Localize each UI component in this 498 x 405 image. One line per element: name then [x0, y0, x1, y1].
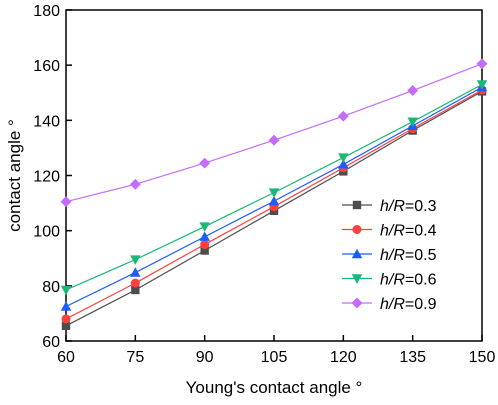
data-point [476, 58, 488, 70]
y-tick-label: 60 [42, 334, 60, 351]
plot-area-frame [65, 9, 483, 342]
y-tick-label: 180 [33, 3, 60, 20]
data-point [199, 222, 210, 232]
legend-label-italic: h/R [380, 223, 405, 240]
data-point [337, 110, 349, 122]
legend-label-italic: h/R [380, 272, 405, 289]
x-tick-label: 105 [261, 349, 288, 366]
legend-marker [352, 225, 362, 234]
legend-label: h/R=0.9 [380, 296, 437, 313]
legend-label-value: =0.4 [405, 223, 437, 240]
legend-marker [351, 248, 363, 259]
series-4 [60, 58, 488, 208]
x-tick-label: 90 [196, 349, 214, 366]
x-axis-label: Young's contact angle ° [186, 378, 363, 397]
data-point [61, 321, 71, 331]
legend-label-italic: h/R [380, 296, 405, 313]
x-tick-label: 135 [399, 349, 426, 366]
x-tick-label: 60 [57, 349, 75, 366]
data-point [61, 314, 71, 324]
data-point [60, 301, 72, 311]
legend-label-value: =0.6 [405, 272, 437, 289]
data-point [338, 159, 349, 169]
legend-marker [351, 297, 363, 309]
data-point [129, 178, 141, 190]
series-3 [60, 80, 488, 296]
data-point [130, 278, 140, 288]
legend-marker [351, 274, 363, 284]
data-point [200, 246, 209, 255]
legend-label-italic: h/R [380, 247, 405, 264]
data-point [130, 255, 141, 265]
data-point [60, 196, 72, 208]
data-point [199, 157, 211, 169]
y-axis-label: contact angle ° [5, 119, 24, 232]
data-point [131, 285, 140, 295]
y-tick-label: 140 [33, 113, 60, 130]
legend-entry: h/R=0.4 [342, 223, 437, 240]
x-tick-label: 75 [126, 349, 144, 366]
data-point [268, 134, 280, 146]
y-tick-label: 120 [33, 169, 60, 186]
legend-marker [352, 200, 362, 210]
data-point [338, 153, 349, 163]
legend-entry: h/R=0.6 [342, 272, 437, 289]
legend-label-value: =0.5 [405, 247, 437, 264]
series-line [65, 63, 483, 203]
data-point [200, 239, 210, 249]
data-point [476, 80, 488, 90]
legend-entry: h/R=0.5 [342, 247, 437, 264]
data-point [130, 267, 141, 277]
y-tick-label: 160 [33, 58, 60, 75]
x-tick-label: 120 [330, 349, 357, 366]
y-tick-label: 80 [42, 279, 60, 296]
legend-entry: h/R=0.9 [342, 296, 437, 313]
legend-label-italic: h/R [380, 198, 405, 215]
legend-label: h/R=0.5 [380, 247, 437, 264]
legend-entry: h/R=0.3 [342, 198, 437, 215]
legend-label: h/R=0.6 [380, 272, 437, 289]
data-point [199, 231, 210, 241]
y-tick-label: 100 [33, 224, 60, 241]
data-point [407, 117, 418, 127]
legend-label: h/R=0.3 [380, 198, 437, 215]
data-point [407, 85, 419, 97]
x-tick-label: 150 [469, 349, 496, 366]
legend-label-value: =0.9 [405, 296, 437, 313]
data-point [268, 195, 280, 206]
legend-label-value: =0.3 [405, 198, 437, 215]
data-point [268, 188, 280, 198]
legend-label: h/R=0.4 [380, 223, 437, 240]
data-point [60, 285, 72, 296]
